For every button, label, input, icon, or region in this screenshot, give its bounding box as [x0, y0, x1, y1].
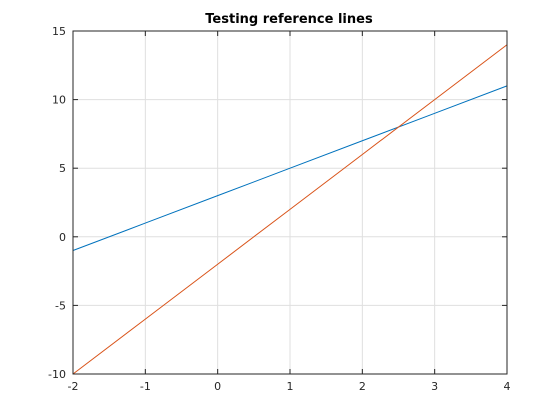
y-tick-label: 0	[59, 231, 66, 244]
series-layer	[72, 44, 508, 375]
ticks	[72, 30, 508, 375]
series-line-1	[72, 85, 508, 251]
x-tick-label: 0	[214, 380, 221, 393]
x-tick-label: -1	[140, 380, 151, 393]
y-tick-label: 15	[52, 25, 66, 38]
x-tick-label: -2	[68, 380, 79, 393]
series-line-2	[72, 44, 508, 375]
x-axis-tick-labels: -2 -1 0 1 2 3 4	[68, 380, 511, 393]
y-tick-label: -10	[48, 368, 66, 381]
x-tick-label: 1	[287, 380, 294, 393]
chart-title: Testing reference lines	[205, 12, 373, 27]
y-tick-label: 5	[59, 162, 66, 175]
x-tick-label: 3	[431, 380, 438, 393]
y-tick-label: -5	[55, 299, 66, 312]
grid	[73, 31, 507, 374]
y-tick-label: 10	[52, 94, 66, 107]
x-tick-label: 4	[504, 380, 511, 393]
x-tick-label: 2	[359, 380, 366, 393]
y-axis-tick-labels: -10 -5 0 5 10 15	[48, 25, 66, 381]
